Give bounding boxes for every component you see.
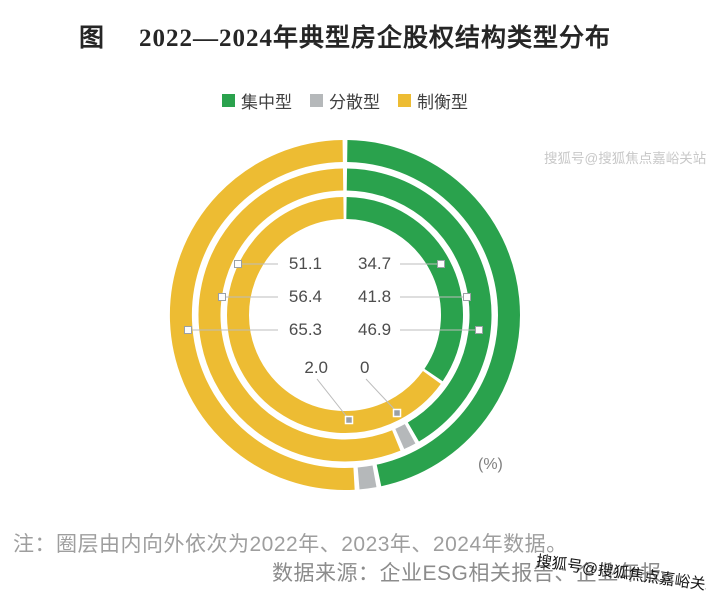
chart-legend: 集中型 分散型 制衡型: [0, 88, 690, 113]
donut-segment-2024-制衡型: [169, 140, 355, 490]
value-label-2024-gray: 2.0: [304, 358, 328, 377]
figure-title-text: 2022—2024年典型房企股权结构类型分布: [139, 25, 612, 52]
legend-label-balanced: 制衡型: [417, 93, 468, 112]
note-text: 注：圈层由内向外依次为2022年、2023年、2024年数据。: [13, 533, 568, 556]
donut-segment-2022-制衡型: [227, 197, 441, 433]
leader-dot: [437, 260, 445, 268]
unit-label: (%): [478, 456, 503, 473]
donut-segment-2023-集中型: [346, 168, 492, 442]
leader-line: [365, 378, 396, 411]
legend-item-concentrated: 集中型: [222, 88, 292, 113]
donut-segment-2024-分散型: [357, 465, 377, 490]
leader-dot: [218, 293, 226, 301]
figure-title: 图 2022—2024年典型房企股权结构类型分布: [0, 18, 690, 54]
figure-label: 图: [78, 25, 105, 52]
value-label-2022-yellow: 65.3: [288, 320, 322, 339]
value-label-2022-green: 34.7: [358, 254, 392, 273]
legend-swatch-balanced: [398, 94, 411, 107]
value-label-2024-yellow: 51.1: [288, 254, 322, 273]
value-label-2022-gray: 0: [360, 358, 370, 377]
leader-dot: [234, 260, 242, 268]
leader-dot: [463, 293, 471, 301]
donut-segment-2023-制衡型: [198, 168, 401, 462]
value-label-2023-green: 41.8: [358, 287, 392, 306]
leader-dot: [392, 408, 402, 418]
leader-line: [316, 378, 348, 418]
legend-swatch-concentrated: [222, 94, 235, 107]
donut-segment-2023-分散型: [395, 424, 416, 449]
leader-dot: [344, 415, 354, 425]
value-label-2024-green: 46.9: [358, 320, 392, 339]
watermark-top: 搜狐号@搜狐焦点嘉峪关站: [544, 151, 706, 166]
source-text: 数据来源：企业ESG相关报告、企业年报。: [272, 562, 684, 585]
value-label-2023-yellow: 56.4: [288, 287, 322, 306]
legend-label-dispersed: 分散型: [329, 93, 380, 112]
donut-segment-2024-集中型: [347, 140, 520, 487]
legend-swatch-dispersed: [310, 94, 323, 107]
leader-dot: [184, 326, 192, 334]
legend-label-concentrated: 集中型: [241, 93, 292, 112]
legend-item-dispersed: 分散型: [310, 88, 380, 113]
leader-dot: [475, 326, 483, 334]
legend-item-balanced: 制衡型: [398, 88, 468, 113]
